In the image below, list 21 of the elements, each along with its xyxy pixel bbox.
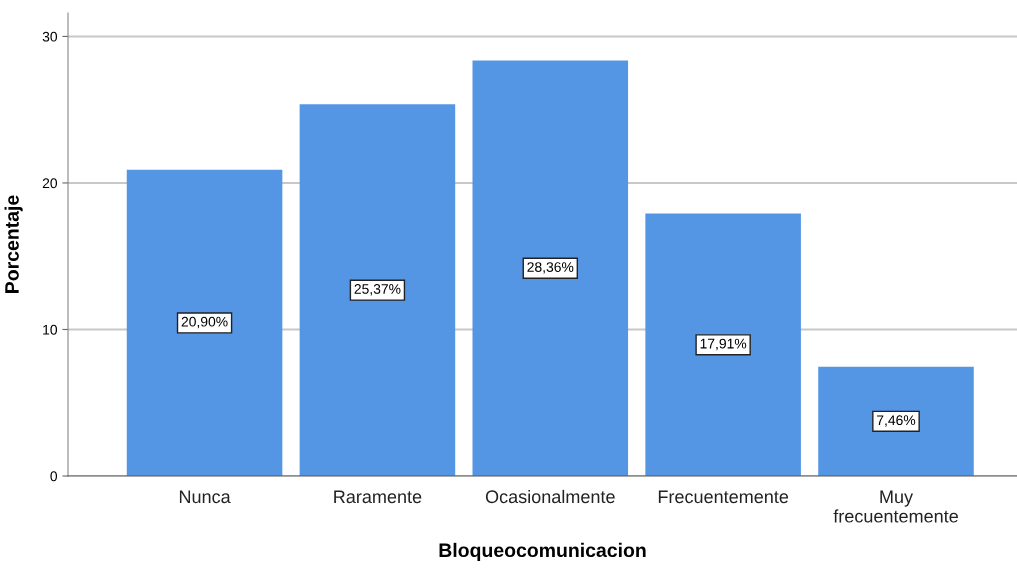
y-tick-label: 30 <box>42 31 58 42</box>
y-tick-label: 20 <box>42 178 58 189</box>
x-tick-label: Ocasionalmente <box>485 489 615 504</box>
bar <box>645 213 801 476</box>
data-label: 25,37% <box>354 284 401 296</box>
bar <box>472 60 629 476</box>
y-tick-label: 0 <box>50 471 58 482</box>
data-label: 17,91% <box>700 338 747 351</box>
x-tick-label: Nunca <box>179 490 231 504</box>
bar <box>299 104 456 476</box>
x-axis-title: Bloqueocomunicacion <box>439 542 646 561</box>
data-label: 20,90% <box>181 316 228 329</box>
y-tick-label: 10 <box>43 324 58 335</box>
y-axis-title: Porcentaje <box>4 195 23 293</box>
bar <box>126 169 283 476</box>
x-tick-label: Raramente <box>334 490 422 504</box>
data-label: 28,36% <box>527 262 574 274</box>
data-label: 7,46% <box>877 415 916 427</box>
x-tick-label: Muy frecuentemente <box>833 490 958 523</box>
x-tick-label: Frecuentemente <box>658 490 789 504</box>
bar <box>818 366 974 476</box>
